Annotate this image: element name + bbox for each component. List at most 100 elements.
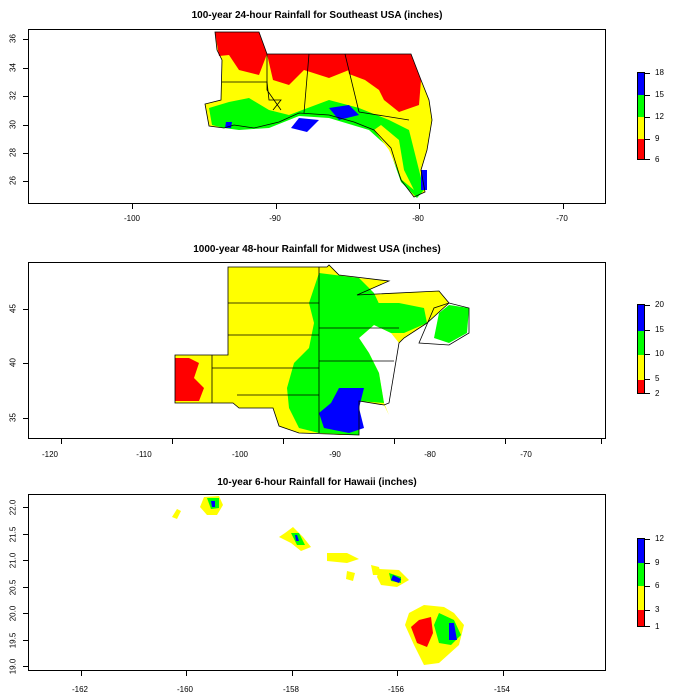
legend-label: 9	[655, 558, 660, 567]
x-tick-label: -162	[71, 685, 89, 694]
x-tick	[394, 439, 395, 444]
x-tick-label: -90	[269, 214, 281, 223]
x-tick-label: -154	[493, 685, 511, 694]
y-tick-label: 22.0	[8, 499, 18, 516]
y-tick	[23, 534, 28, 535]
y-tick	[23, 181, 28, 182]
y-tick	[23, 125, 28, 126]
x-tick-label: -70	[556, 214, 568, 223]
color-legend	[637, 72, 645, 160]
legend-label: 3	[655, 605, 660, 614]
legend-label: 2	[655, 389, 660, 398]
x-tick	[132, 204, 133, 209]
legend-tick	[645, 626, 650, 627]
y-tick-label: 26	[8, 176, 18, 185]
x-tick-label: -100	[123, 214, 141, 223]
legend-label: 12	[655, 534, 664, 543]
hawaii-map	[172, 496, 464, 665]
x-tick	[186, 671, 187, 676]
plot-area	[28, 29, 606, 209]
y-tick	[23, 68, 28, 69]
legend-tick	[645, 393, 650, 394]
plot-area	[28, 262, 606, 444]
y-tick-label: 21.0	[8, 552, 18, 569]
chart-title: 10-year 6-hour Rainfall for Hawaii (inch…	[217, 477, 417, 488]
y-tick-label: 40	[8, 358, 18, 367]
y-tick	[23, 309, 28, 310]
x-tick	[283, 439, 284, 444]
legend-tick	[645, 354, 650, 355]
legend-tick	[645, 117, 650, 118]
southeast-panel: 100-year 24-hour Rainfall for Southeast …	[0, 0, 700, 233]
legend-label: 18	[655, 68, 664, 77]
legend-tick	[645, 539, 650, 540]
legend-tick	[645, 95, 650, 96]
x-tick	[397, 671, 398, 676]
legend-label: 6	[655, 581, 660, 590]
plot-area	[28, 494, 606, 676]
legend-label: 20	[655, 300, 664, 309]
y-tick-label: 19.0	[8, 658, 18, 675]
southeast-map	[204, 31, 433, 198]
y-tick	[23, 96, 28, 97]
legend-tick	[645, 305, 650, 306]
hawaii-panel: 10-year 6-hour Rainfall for Hawaii (inch…	[0, 467, 700, 700]
x-tick	[505, 439, 506, 444]
y-tick	[23, 560, 28, 561]
x-tick	[81, 671, 82, 676]
x-tick	[292, 671, 293, 676]
legend-label: 10	[655, 349, 664, 358]
legend-tick	[645, 330, 650, 331]
y-tick	[23, 418, 28, 419]
y-tick-label: 28	[8, 148, 18, 157]
x-tick-label: -158	[282, 685, 300, 694]
y-tick	[23, 613, 28, 614]
x-tick	[419, 204, 420, 209]
y-tick	[23, 587, 28, 588]
y-tick-label: 19.5	[8, 632, 18, 649]
y-tick-label: 30	[8, 120, 18, 129]
y-tick-label: 34	[8, 63, 18, 72]
x-tick	[172, 439, 173, 444]
x-tick-label: -110	[136, 450, 152, 459]
x-tick-label: -80	[412, 214, 424, 223]
y-tick-label: 20.0	[8, 605, 18, 622]
chart-title: 100-year 24-hour Rainfall for Southeast …	[191, 10, 443, 21]
y-tick-label: 36	[8, 34, 18, 43]
legend-label: 15	[655, 325, 664, 334]
legend-tick	[645, 159, 650, 160]
legend-label: 15	[655, 90, 664, 99]
x-tick-label: -90	[329, 450, 341, 459]
x-tick-label: -100	[231, 450, 249, 459]
y-tick	[23, 363, 28, 364]
chart-title: 1000-year 48-hour Rainfall for Midwest U…	[193, 244, 441, 255]
y-tick	[23, 39, 28, 40]
y-tick	[23, 666, 28, 667]
legend-label: 5	[655, 374, 660, 383]
y-tick-label: 45	[8, 304, 18, 313]
midwest-panel: 1000-year 48-hour Rainfall for Midwest U…	[0, 234, 700, 467]
y-tick	[23, 507, 28, 508]
y-tick-label: 35	[8, 413, 18, 422]
x-tick-label: -70	[520, 450, 532, 459]
x-tick	[503, 671, 504, 676]
legend-label: 6	[655, 155, 660, 164]
legend-label: 12	[655, 112, 664, 121]
color-legend	[637, 538, 645, 627]
x-tick	[563, 204, 564, 209]
legend-label: 9	[655, 134, 660, 143]
y-tick-label: 32	[8, 91, 18, 100]
legend-label: 1	[655, 622, 660, 631]
legend-tick	[645, 139, 650, 140]
x-tick-label: -160	[176, 685, 194, 694]
legend-tick	[645, 563, 650, 564]
x-tick	[601, 439, 602, 444]
legend-tick	[645, 73, 650, 74]
x-tick-label: -156	[387, 685, 405, 694]
x-tick	[61, 439, 62, 444]
legend-tick	[645, 379, 650, 380]
color-legend	[637, 304, 645, 394]
y-tick	[23, 640, 28, 641]
x-tick-label: -80	[424, 450, 436, 459]
x-tick-label: -120	[41, 450, 59, 459]
